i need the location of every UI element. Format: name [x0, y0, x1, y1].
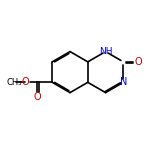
Text: NH: NH — [99, 47, 112, 56]
Text: O: O — [134, 57, 142, 67]
Text: CH₃: CH₃ — [6, 78, 22, 87]
Text: N: N — [120, 77, 127, 87]
Text: O: O — [22, 77, 29, 87]
Text: O: O — [34, 92, 41, 102]
